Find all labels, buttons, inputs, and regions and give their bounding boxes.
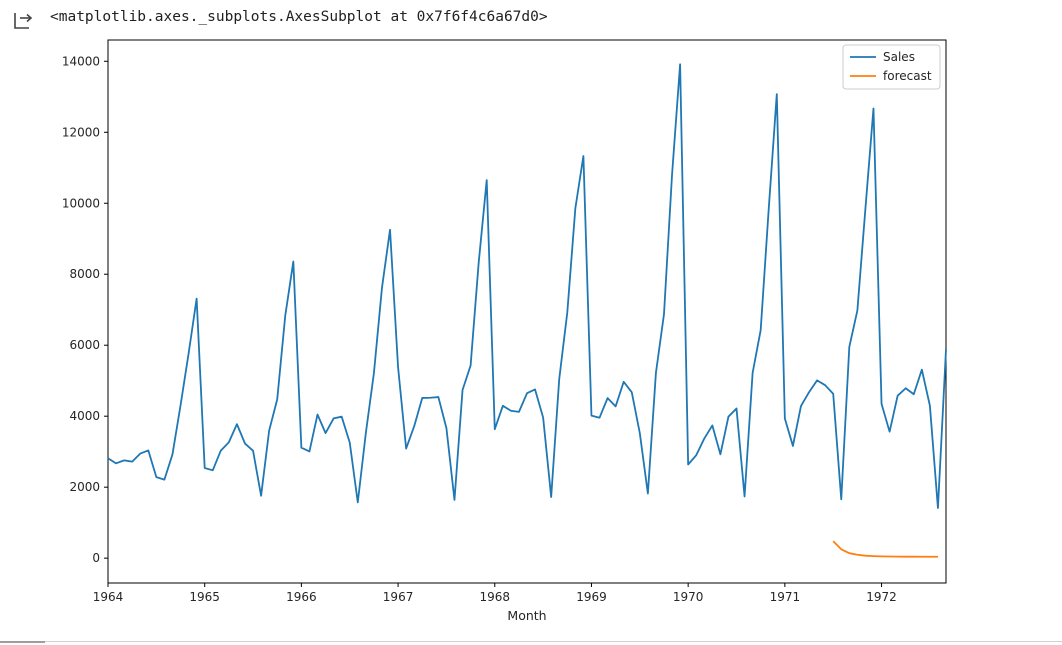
cell-divider-accent [0,641,45,643]
x-axis: 1964 1965 1966 1967 1968 1969 1970 1971 1972 [93,583,897,604]
y-tick-label: 14000 [62,54,100,68]
output-repr-text: <matplotlib.axes._subplots.AxesSubplot a… [50,9,548,25]
legend-label-sales: Sales [883,50,915,64]
x-tick-label: 1971 [770,590,801,604]
legend-label-forecast: forecast [883,69,932,83]
y-tick-label: 2000 [69,480,100,494]
x-tick-label: 1968 [479,590,510,604]
y-tick-label: 10000 [62,196,100,210]
series-line-forecast [832,540,938,558]
y-tick-label: 4000 [69,409,100,423]
y-axis: 0 2000 4000 6000 8000 10000 12000 14000 [62,54,108,565]
series-line-sales [107,63,947,509]
plot-frame [107,39,947,584]
y-tick-label: 6000 [69,338,100,352]
output-arrow-icon [14,13,33,29]
x-tick-label: 1966 [286,590,317,604]
x-tick-label: 1965 [189,590,220,604]
legend: Sales forecast [842,44,941,90]
x-tick-label: 1970 [673,590,704,604]
x-axis-label: Month [507,608,546,623]
x-tick-label: 1964 [93,590,124,604]
cell-divider [0,641,1062,642]
x-tick-label: 1967 [383,590,414,604]
legend-box [842,44,941,90]
y-tick-label: 0 [92,551,100,565]
x-tick-label: 1969 [576,590,607,604]
series-layer [107,63,947,558]
y-tick-label: 8000 [69,267,100,281]
plot-area [107,39,947,584]
x-tick-label: 1972 [866,590,897,604]
y-tick-label: 12000 [62,125,100,139]
